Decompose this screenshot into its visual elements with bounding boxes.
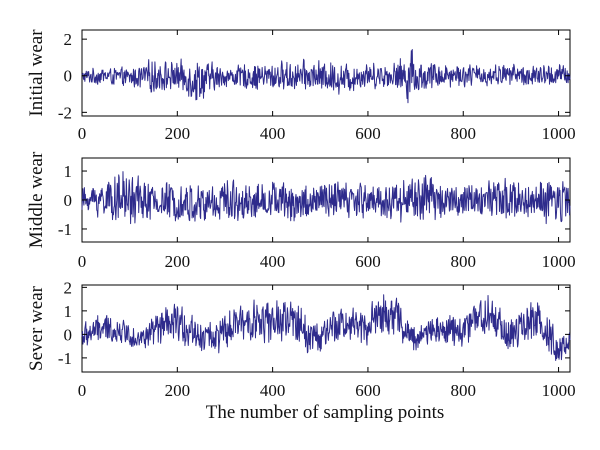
x-tick-label: 800 (451, 252, 477, 271)
y-tick-label: 2 (64, 30, 73, 49)
y-tick-label: -1 (58, 349, 72, 368)
x-tick-label: 600 (355, 252, 381, 271)
x-tick-label: 400 (260, 381, 286, 400)
y-tick-label: 0 (64, 325, 73, 344)
y-tick-label: 0 (64, 67, 73, 86)
x-tick-label: 0 (78, 381, 87, 400)
y-axis-label: Middle wear (26, 151, 47, 248)
x-axis-label: The number of sampling points (206, 402, 445, 423)
y-axis-label: Initial wear (26, 29, 47, 117)
signal-line (81, 294, 571, 361)
x-tick-label: 0 (78, 124, 87, 143)
x-tick-label: 800 (451, 381, 477, 400)
signal-line (81, 48, 571, 104)
x-tick-label: 200 (165, 381, 191, 400)
x-tick-label: 200 (165, 252, 191, 271)
y-tick-label: 2 (64, 278, 73, 297)
x-tick-label: 200 (165, 124, 191, 143)
x-tick-label: 1000 (542, 381, 576, 400)
x-tick-label: 600 (355, 381, 381, 400)
y-tick-label: 1 (64, 162, 73, 181)
y-tick-label: 0 (64, 191, 73, 210)
y-tick-label: 1 (64, 302, 73, 321)
x-tick-label: 800 (451, 124, 477, 143)
panel-2: 0 200 400 600 800 1000 -1 0 1 Middle wear (26, 151, 576, 271)
x-tick-label: 600 (355, 124, 381, 143)
y-tick-label: -1 (58, 220, 72, 239)
x-tick-label: 0 (78, 252, 87, 271)
x-tick-label: 400 (260, 252, 286, 271)
x-tick-label: 400 (260, 124, 286, 143)
x-tick-label: 1000 (542, 124, 576, 143)
panel-3: 0 200 400 600 800 1000 -1 0 1 2 Sever wear (26, 278, 576, 400)
signal-line (81, 171, 571, 225)
panel-1: 0 200 400 600 800 1000 -2 0 2 Initial wear (26, 29, 576, 143)
y-axis-label: Sever wear (26, 285, 47, 371)
y-tick-label: -2 (58, 103, 72, 122)
x-tick-label: 1000 (542, 252, 576, 271)
